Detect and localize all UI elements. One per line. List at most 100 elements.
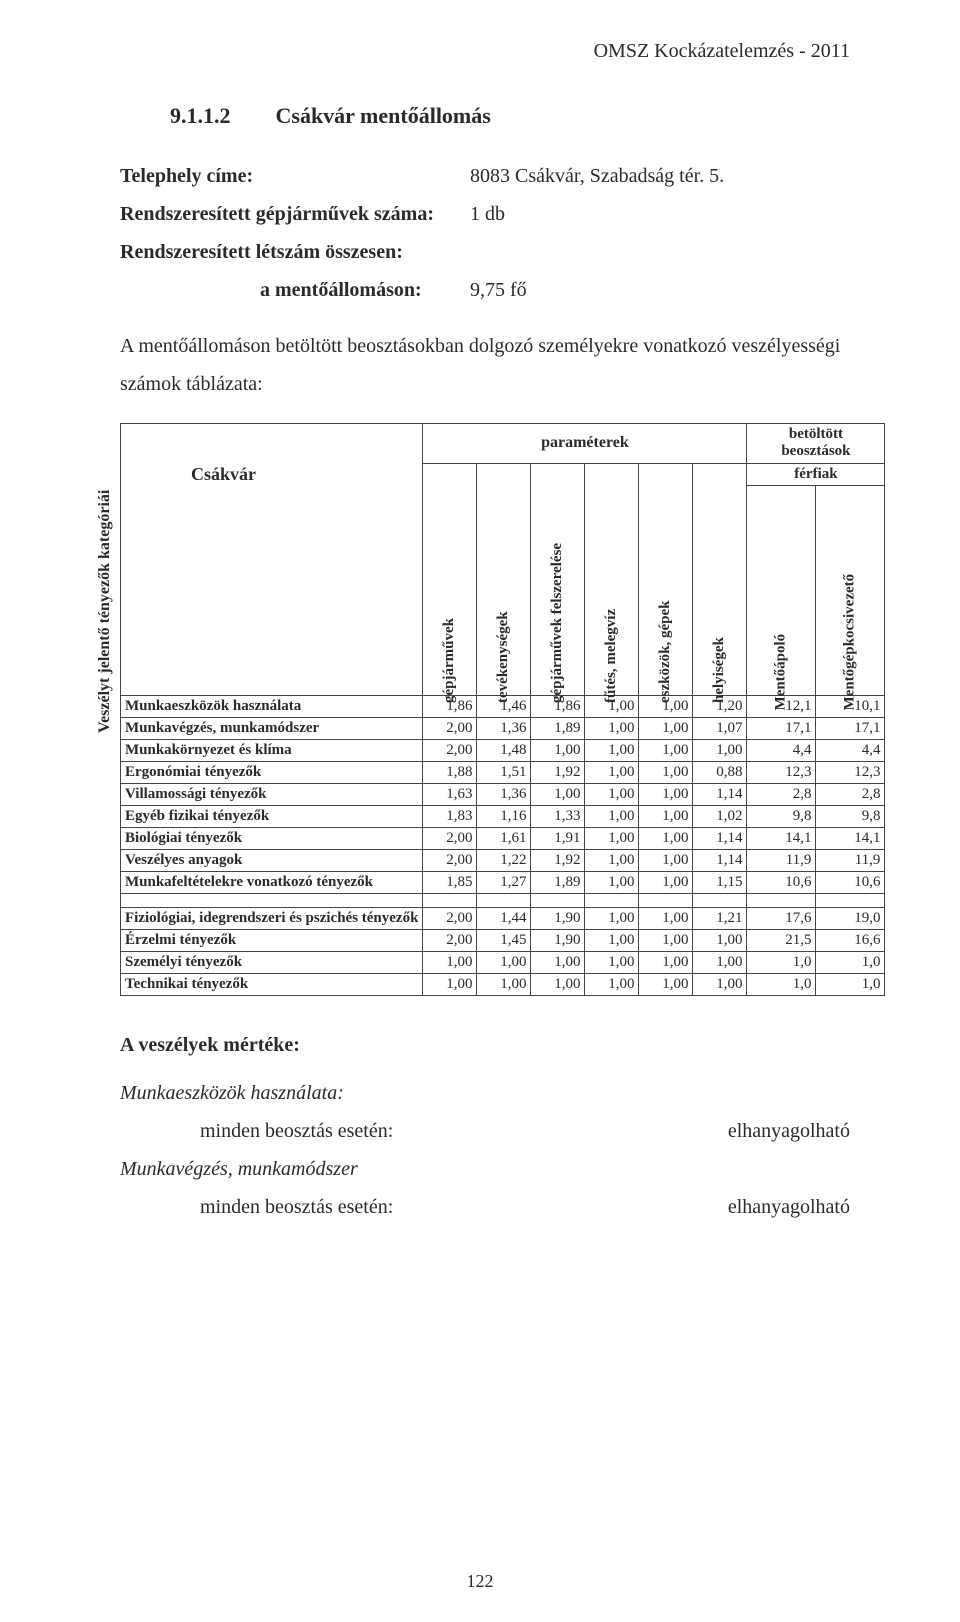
cell-value: 1,00 — [639, 907, 693, 929]
row-label: Veszélyes anyagok — [121, 849, 423, 871]
station-name-cell: Csákvár — [121, 424, 423, 696]
table-row: Érzelmi tényezők2,001,451,901,001,001,00… — [121, 929, 885, 951]
cell-value: 1,00 — [585, 761, 639, 783]
cell-value: 1,00 — [477, 951, 531, 973]
row-label: Munkakörnyezet és klíma — [121, 739, 423, 761]
cell-value: 1,00 — [423, 973, 477, 995]
gender-header: férfiak — [747, 463, 885, 485]
positions-header-l2: beosztások — [781, 443, 850, 459]
col-head: gépjárművek felszerelése — [531, 463, 585, 695]
cell-value: 1,0 — [816, 951, 885, 973]
cell-value: 10,6 — [816, 871, 885, 893]
hazard-item: Munkaeszközök használata: — [120, 1074, 850, 1112]
cell-value: 1,36 — [477, 783, 531, 805]
cell-value: 1,00 — [639, 739, 693, 761]
cell-value: 14,1 — [747, 827, 816, 849]
running-head: OMSZ Kockázatelemzés - 2011 — [170, 40, 850, 63]
cell-value: 1,00 — [639, 761, 693, 783]
hazard-line-left: minden beosztás esetén: — [200, 1188, 393, 1226]
cell-value: 11,9 — [816, 849, 885, 871]
cell-value: 1,07 — [693, 717, 747, 739]
cell-value: 1,00 — [585, 717, 639, 739]
cell-value: 1,91 — [531, 827, 585, 849]
col-head-label: gépjárművek felszerelése — [549, 662, 566, 707]
row-label: Technikai tényezők — [121, 973, 423, 995]
staff-label: Rendszeresített létszám összesen: — [120, 233, 403, 271]
cell-value: 1,16 — [477, 805, 531, 827]
cell-value: 1,48 — [477, 739, 531, 761]
section-heading: 9.1.1.2 Csákvár mentőállomás — [170, 103, 850, 129]
table-row: Fiziológiai, idegrendszeri és pszichés t… — [121, 907, 885, 929]
hazard-line-right: elhanyagolható — [728, 1188, 850, 1226]
cell-value: 1,00 — [531, 973, 585, 995]
cell-value: 1,00 — [639, 929, 693, 951]
col-head: Mentőápoló — [747, 485, 816, 695]
cell-value: 4,4 — [816, 739, 885, 761]
col-head-label: Mentőgépkocsivezető — [842, 654, 859, 714]
cell-value: 1,00 — [423, 951, 477, 973]
row-label: Érzelmi tényezők — [121, 929, 423, 951]
row-label: Munkavégzés, munkamódszer — [121, 717, 423, 739]
cell-value: 2,00 — [423, 739, 477, 761]
table-row: Ergonómiai tényezők1,881,511,921,001,000… — [121, 761, 885, 783]
cell-value: 1,00 — [585, 871, 639, 893]
col-head-label: fűtés, melegvíz — [603, 662, 620, 707]
row-label: Munkafeltételekre vonatkozó tényezők — [121, 871, 423, 893]
row-label: Biológiai tényezők — [121, 827, 423, 849]
table-row: Veszélyes anyagok2,001,221,921,001,001,1… — [121, 849, 885, 871]
cell-value: 1,0 — [747, 973, 816, 995]
cell-value: 1,14 — [693, 783, 747, 805]
cell-value: 1,83 — [423, 805, 477, 827]
cell-value: 1,00 — [639, 973, 693, 995]
cell-value: 1,00 — [693, 739, 747, 761]
cell-value: 2,8 — [816, 783, 885, 805]
cell-value: 1,00 — [639, 805, 693, 827]
col-head-label: tevékenységek — [495, 662, 512, 707]
cell-value: 2,00 — [423, 717, 477, 739]
row-label: Villamossági tényezők — [121, 783, 423, 805]
row-label: Munkaeszközök használata — [121, 695, 423, 717]
cell-value: 12,3 — [747, 761, 816, 783]
cell-value: 21,5 — [747, 929, 816, 951]
cell-value: 1,00 — [585, 827, 639, 849]
table-gap-row — [121, 893, 885, 907]
staff-sub-label: a mentőállomáson: — [120, 271, 470, 309]
cell-value: 12,3 — [816, 761, 885, 783]
hazard-level-heading: A veszélyek mértéke: — [120, 1026, 850, 1064]
positions-header: betöltött beosztások — [747, 424, 885, 464]
cell-value: 1,33 — [531, 805, 585, 827]
section-title: Csákvár mentőállomás — [276, 103, 491, 128]
cell-value: 1,00 — [531, 739, 585, 761]
cell-value: 11,9 — [747, 849, 816, 871]
table-row: Technikai tényezők1,001,001,001,001,001,… — [121, 973, 885, 995]
cell-value: 1,00 — [585, 739, 639, 761]
col-head-label: eszközök, gépek — [657, 662, 674, 707]
col-head: eszközök, gépek — [639, 463, 693, 695]
cell-value: 17,1 — [816, 717, 885, 739]
cell-value: 1,61 — [477, 827, 531, 849]
cell-value: 1,00 — [639, 951, 693, 973]
cell-value: 1,00 — [585, 783, 639, 805]
vehicles-label: Rendszeresített gépjárművek száma: — [120, 195, 470, 233]
cell-value: 1,00 — [639, 849, 693, 871]
col-head: Mentőgépkocsivezető — [816, 485, 885, 695]
col-head: tevékenységek — [477, 463, 531, 695]
cell-value: 1,90 — [531, 929, 585, 951]
row-label: Fiziológiai, idegrendszeri és pszichés t… — [121, 907, 423, 929]
site-value: 8083 Csákvár, Szabadság tér. 5. — [470, 157, 724, 195]
cell-value: 14,1 — [816, 827, 885, 849]
site-label: Telephely címe: — [120, 157, 470, 195]
cell-value: 1,89 — [531, 717, 585, 739]
col-head: gépjárművek — [423, 463, 477, 695]
cell-value: 16,6 — [816, 929, 885, 951]
cell-value: 17,6 — [747, 907, 816, 929]
cell-value: 1,44 — [477, 907, 531, 929]
cell-value: 1,02 — [693, 805, 747, 827]
cell-value: 1,14 — [693, 849, 747, 871]
staff-value: 9,75 fő — [470, 271, 527, 309]
cell-value: 1,00 — [639, 717, 693, 739]
cell-value: 1,00 — [639, 783, 693, 805]
cell-value: 1,00 — [693, 929, 747, 951]
col-head-label: helyiségek — [711, 662, 728, 707]
cell-value: 1,00 — [693, 951, 747, 973]
